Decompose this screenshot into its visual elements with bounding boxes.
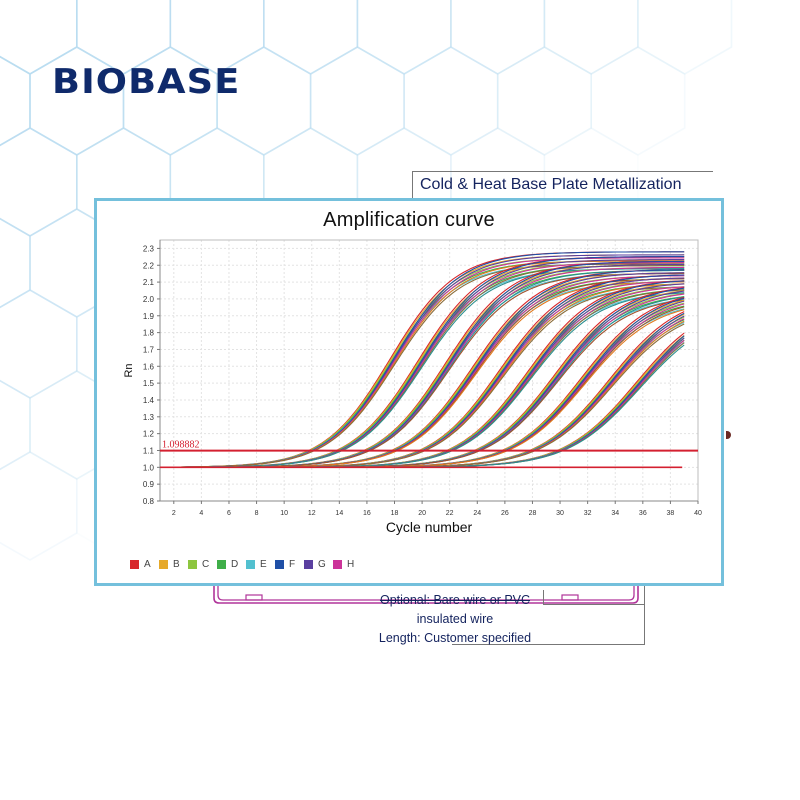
plate-diagram-fragment	[213, 586, 639, 604]
legend-label: A	[144, 559, 151, 570]
svg-text:34: 34	[611, 510, 619, 517]
legend-item-a[interactable]: A	[130, 559, 159, 570]
callout-top-leader	[412, 171, 713, 198]
svg-text:1.0: 1.0	[143, 463, 155, 472]
svg-text:18: 18	[391, 510, 399, 517]
svg-text:22: 22	[446, 510, 454, 517]
legend-swatch-icon	[159, 560, 168, 569]
legend-label: C	[202, 559, 210, 570]
y-axis-label: Rn	[123, 363, 135, 377]
callout-top-label: Cold & Heat Base Plate Metallization	[420, 176, 682, 193]
amplification-chart-card: 0.8 0.9 1.0 1.1 1.2 1.3 1.4 1.5 1.6 1.7 1.8 1.9 2.0 2…	[94, 198, 724, 586]
svg-text:12: 12	[308, 510, 316, 517]
svg-text:1.5: 1.5	[143, 379, 155, 388]
chart-legend: A B C D E F G H	[130, 559, 362, 570]
svg-text:2.3: 2.3	[143, 244, 155, 253]
chart-title: Amplification curve	[323, 209, 495, 231]
diagram-knob-fragment	[726, 431, 731, 439]
legend-swatch-icon	[217, 560, 226, 569]
callout-line-1: Optional: Bare wire or PVC	[379, 593, 531, 607]
legend-swatch-icon	[130, 560, 139, 569]
legend-item-g[interactable]: G	[304, 559, 333, 570]
svg-text:1.4: 1.4	[143, 396, 155, 405]
svg-text:16: 16	[363, 510, 371, 517]
svg-text:32: 32	[584, 510, 592, 517]
svg-text:40: 40	[694, 510, 702, 517]
svg-text:14: 14	[335, 510, 343, 517]
svg-text:2.1: 2.1	[143, 278, 155, 287]
svg-text:26: 26	[501, 510, 509, 517]
legend-swatch-icon	[188, 560, 197, 569]
svg-text:1.7: 1.7	[143, 345, 155, 354]
callout-line-2: insulated wire	[416, 612, 494, 626]
callout-line-3: Length: Customer specified	[378, 631, 532, 645]
callout-bottom-leader	[452, 586, 645, 645]
callout-bottom-text: Optional: Bare wire or PVC insulated wir…	[330, 591, 580, 648]
x-axis-label: Cycle number	[386, 519, 473, 535]
legend-label: G	[318, 559, 326, 570]
svg-text:2.0: 2.0	[143, 295, 155, 304]
callout-bottom-inner-leader	[543, 590, 644, 605]
legend-swatch-icon	[246, 560, 255, 569]
svg-text:1.1: 1.1	[143, 446, 155, 455]
svg-text:28: 28	[529, 510, 537, 517]
biobase-logo: BIOBASE	[52, 62, 241, 102]
legend-item-c[interactable]: C	[188, 559, 217, 570]
legend-item-b[interactable]: B	[159, 559, 188, 570]
svg-text:1.8: 1.8	[143, 329, 155, 338]
legend-item-h[interactable]: H	[333, 559, 362, 570]
svg-text:2: 2	[172, 510, 176, 517]
legend-item-e[interactable]: E	[246, 559, 275, 570]
svg-text:1.2: 1.2	[143, 430, 155, 439]
legend-swatch-icon	[304, 560, 313, 569]
svg-text:6: 6	[227, 510, 231, 517]
legend-item-d[interactable]: D	[217, 559, 246, 570]
legend-label: B	[173, 559, 180, 570]
svg-text:30: 30	[556, 510, 564, 517]
svg-text:1.9: 1.9	[143, 312, 155, 321]
legend-swatch-icon	[333, 560, 342, 569]
svg-text:20: 20	[418, 510, 426, 517]
svg-text:10: 10	[280, 510, 288, 517]
svg-text:4: 4	[199, 510, 203, 517]
legend-label: F	[289, 559, 296, 570]
svg-text:36: 36	[639, 510, 647, 517]
legend-item-f[interactable]: F	[275, 559, 304, 570]
svg-text:1.3: 1.3	[143, 413, 155, 422]
svg-text:8: 8	[255, 510, 259, 517]
svg-text:0.9: 0.9	[143, 480, 155, 489]
legend-label: E	[260, 559, 267, 570]
legend-swatch-icon	[275, 560, 284, 569]
legend-label: D	[231, 559, 239, 570]
legend-label: H	[347, 559, 355, 570]
svg-text:38: 38	[667, 510, 675, 517]
axis-ticks: 0.8 0.9 1.0 1.1 1.2 1.3 1.4 1.5 1.6 1.7 1.8 1.9 2.0 2…	[143, 244, 702, 517]
svg-text:1.6: 1.6	[143, 362, 155, 371]
threshold-value-label: 1.098882	[162, 440, 200, 451]
svg-text:24: 24	[473, 510, 481, 517]
svg-text:0.8: 0.8	[143, 497, 155, 506]
amplification-chart: 0.8 0.9 1.0 1.1 1.2 1.3 1.4 1.5 1.6 1.7 1.8 1.9 2.0 2…	[123, 239, 702, 535]
svg-text:2.2: 2.2	[143, 261, 155, 270]
amplification-curves	[159, 251, 685, 468]
